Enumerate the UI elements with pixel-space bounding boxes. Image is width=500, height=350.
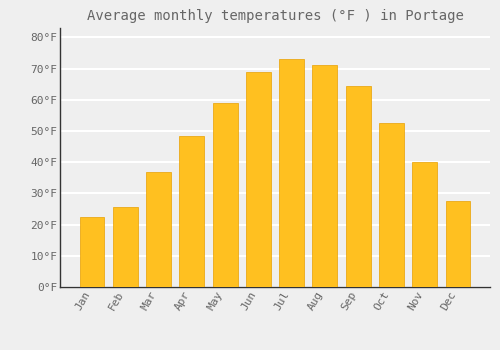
Bar — [312, 65, 338, 287]
Bar — [246, 72, 271, 287]
Title: Average monthly temperatures (°F ) in Portage: Average monthly temperatures (°F ) in Po… — [86, 9, 464, 23]
Bar — [113, 208, 138, 287]
Bar — [412, 162, 437, 287]
Bar — [346, 86, 370, 287]
Bar — [279, 59, 304, 287]
Bar — [446, 201, 470, 287]
Bar — [180, 136, 204, 287]
Bar — [212, 103, 238, 287]
Bar — [80, 217, 104, 287]
Bar — [146, 172, 171, 287]
Bar — [379, 123, 404, 287]
